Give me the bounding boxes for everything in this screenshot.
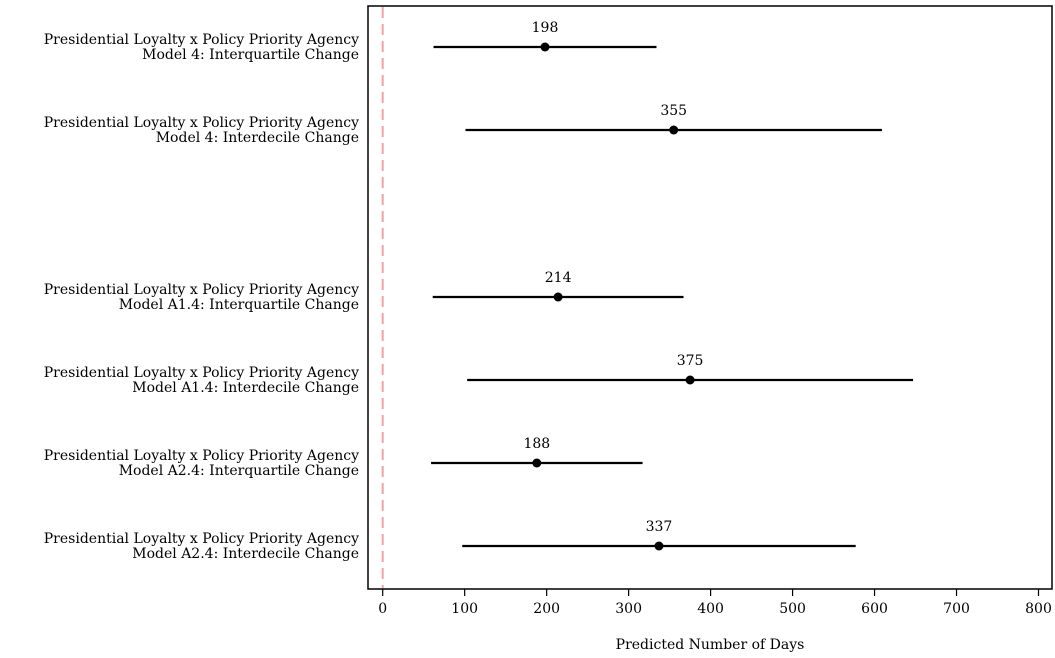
row-label-line2: Model 4: Interdecile Change (156, 130, 359, 146)
estimate-row: Presidential Loyalty x Policy Priority A… (44, 436, 643, 479)
x-tick-label: 400 (697, 601, 724, 617)
point-estimate (654, 541, 664, 551)
value-label: 198 (532, 20, 559, 36)
row-label-line2: Model A1.4: Interquartile Change (119, 297, 359, 313)
row-label-line1: Presidential Loyalty x Policy Priority A… (44, 365, 359, 381)
row-label-line1: Presidential Loyalty x Policy Priority A… (44, 115, 359, 131)
estimate-row: Presidential Loyalty x Policy Priority A… (44, 270, 684, 313)
x-tick-label: 600 (861, 601, 888, 617)
row-label-line1: Presidential Loyalty x Policy Priority A… (44, 448, 359, 464)
value-label: 188 (523, 436, 550, 452)
rows-group: Presidential Loyalty x Policy Priority A… (44, 20, 914, 562)
row-label-line1: Presidential Loyalty x Policy Priority A… (44, 32, 359, 48)
estimate-row: Presidential Loyalty x Policy Priority A… (44, 103, 882, 146)
row-label-line2: Model 4: Interquartile Change (142, 47, 359, 63)
value-label: 214 (545, 270, 572, 286)
x-tick-label: 300 (615, 601, 642, 617)
point-estimate (685, 375, 695, 385)
x-tick-label: 200 (533, 601, 560, 617)
value-label: 375 (677, 353, 704, 369)
row-label-line2: Model A2.4: Interquartile Change (119, 463, 359, 479)
point-estimate (553, 292, 563, 302)
estimate-row: Presidential Loyalty x Policy Priority A… (44, 519, 856, 562)
x-axis-label: Predicted Number of Days (616, 637, 805, 653)
estimate-row: Presidential Loyalty x Policy Priority A… (44, 353, 914, 396)
point-estimate (669, 125, 679, 135)
row-label-line2: Model A2.4: Interdecile Change (132, 546, 359, 562)
x-tick-label: 500 (779, 601, 806, 617)
point-estimate (540, 42, 550, 52)
row-label-line1: Presidential Loyalty x Policy Priority A… (44, 531, 359, 547)
x-tick-label: 0 (378, 601, 387, 617)
x-tick-label: 700 (943, 601, 970, 617)
point-estimate (532, 458, 542, 468)
row-label-line2: Model A1.4: Interdecile Change (132, 380, 359, 396)
x-tick-label: 100 (451, 601, 478, 617)
estimate-row: Presidential Loyalty x Policy Priority A… (44, 20, 657, 63)
value-label: 337 (646, 519, 673, 535)
x-axis: 0 100 200 300 400 500 600 700 800 (378, 589, 1052, 617)
value-label: 355 (660, 103, 687, 119)
x-tick-label: 800 (1025, 601, 1052, 617)
row-label-line1: Presidential Loyalty x Policy Priority A… (44, 282, 359, 298)
